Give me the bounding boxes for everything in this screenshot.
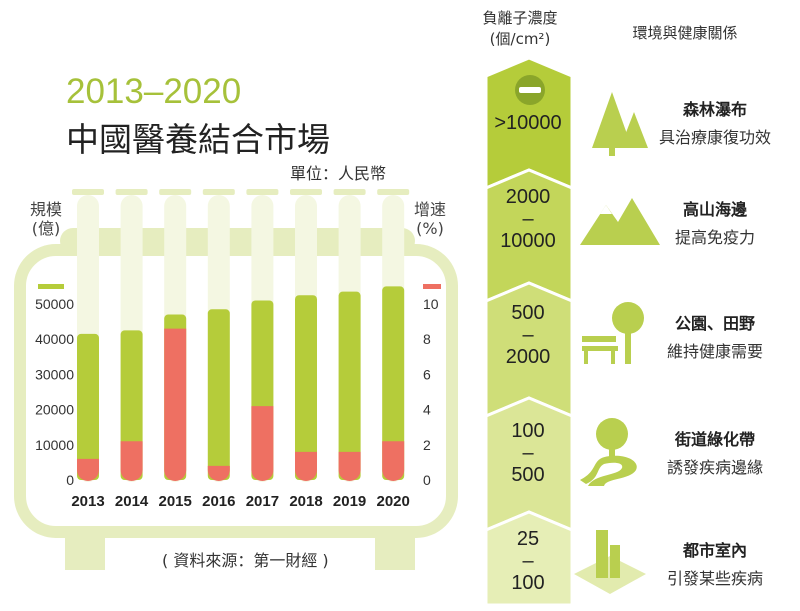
title-years: 2013–2020 — [66, 72, 242, 111]
right-tick-label: 6 — [423, 366, 431, 382]
tube-rim — [333, 189, 366, 195]
level-range: 25 – 100 — [488, 528, 568, 594]
left-tick-label: 0 — [66, 472, 74, 488]
year-label: 2018 — [289, 493, 322, 510]
mountain-icon — [580, 198, 660, 245]
buildings-icon — [574, 530, 646, 594]
unit-note: 單位：人民幣 — [290, 164, 387, 183]
tube-rim — [246, 189, 279, 195]
left-tick-label: 40000 — [35, 331, 74, 347]
right-axis-ticks: 10 8 6 4 2 0 — [423, 296, 439, 488]
right-axis-label: 增速 (%) — [414, 200, 446, 238]
growth-bar — [295, 451, 317, 481]
left-tick-label: 10000 — [35, 437, 74, 453]
right-tick-label: 4 — [423, 402, 431, 418]
year-label: 2014 — [115, 493, 149, 510]
tube-rim — [290, 189, 322, 195]
chart-bars — [77, 195, 405, 482]
level-range-top: 25 — [516, 528, 540, 550]
year-label: 2015 — [159, 493, 192, 510]
level-range: 500 – 2000 — [488, 302, 568, 368]
env-title: 街道綠化帶 — [674, 430, 755, 449]
env-title: 森林瀑布 — [682, 100, 747, 119]
negative-ion-icon — [515, 75, 545, 105]
right-axis-label-text: 增速 (%) — [414, 200, 447, 238]
level-range-bottom: 10000 — [500, 230, 556, 252]
level-range: 2000 – 10000 — [488, 186, 568, 252]
scale-bar — [382, 286, 405, 480]
right-tick-label: 2 — [423, 437, 431, 453]
range-dash: – — [522, 550, 534, 572]
level-range-top: 2000 — [505, 186, 551, 208]
growth-bar — [120, 441, 143, 481]
level-range-top: 500 — [511, 302, 545, 324]
left-tick-label: 50000 — [35, 296, 74, 312]
range-dash: – — [522, 324, 534, 346]
x-axis-labels: 2013 2014 2015 2016 2017 2018 2019 2020 — [71, 493, 410, 510]
ion-header: 負離子濃度 (個/cm²) — [460, 8, 580, 50]
left-axis-label: 規模 (億) — [30, 200, 62, 238]
tube-rim — [377, 189, 410, 195]
scale-bar — [77, 333, 99, 480]
right-tick-label: 0 — [423, 472, 431, 488]
ion-header-unit: (個/cm²) — [489, 30, 551, 48]
forest-icon — [592, 92, 648, 156]
ion-arrow-segment — [484, 510, 574, 607]
env-effect: 誘發疾病邊緣 — [666, 458, 763, 477]
ion-header-title: 負離子濃度 — [482, 9, 558, 27]
env-effect: 維持健康需要 — [666, 342, 763, 361]
year-label: 2017 — [246, 493, 279, 510]
level-range-top: >10000 — [494, 112, 562, 134]
level-range-bottom: 100 — [511, 572, 545, 594]
env-effect: 引發某些疾病 — [666, 569, 763, 588]
tube-rim — [72, 189, 104, 195]
level-range-top: 100 — [511, 420, 545, 442]
range-dash: – — [522, 442, 534, 464]
year-label: 2016 — [202, 493, 235, 510]
env-effect: 提高免疫力 — [674, 228, 755, 247]
left-axis-label-text: 規模 (億) — [30, 200, 63, 238]
tube-rims — [72, 189, 410, 195]
growth-bar — [207, 465, 230, 482]
growth-bar — [338, 451, 361, 481]
park-bench-icon — [582, 302, 644, 364]
year-label: 2020 — [377, 493, 410, 510]
year-label: 2013 — [71, 493, 104, 510]
left-tick-label: 20000 — [35, 402, 74, 418]
env-title: 都市室內 — [682, 541, 747, 560]
tube-rim — [159, 189, 192, 195]
source-note: ( 資料來源：第一財經 ) — [162, 551, 329, 570]
scale-bar — [295, 295, 317, 480]
level-range-bottom: 2000 — [505, 346, 551, 368]
env-title: 高山海邊 — [682, 200, 747, 219]
range-dash: – — [522, 208, 534, 230]
page-title: 中國醫養結合市場 — [66, 120, 330, 159]
left-axis-marker — [38, 284, 64, 289]
env-header: 環境與健康關係 — [632, 24, 738, 42]
scale-bar — [338, 291, 361, 480]
ion-concentration-arrow — [484, 56, 574, 607]
level-range-bottom: 500 — [511, 464, 545, 486]
tube-rim — [115, 189, 148, 195]
env-effect: 具治療康復功效 — [658, 128, 771, 147]
year-label: 2019 — [333, 493, 366, 510]
tree-road-icon — [580, 418, 637, 486]
growth-bar — [164, 328, 187, 482]
level-range: >10000 — [488, 112, 568, 134]
left-axis-ticks: 50000 40000 30000 20000 10000 0 — [35, 296, 74, 488]
level-range: 100 – 500 — [488, 420, 568, 486]
growth-bar — [382, 441, 405, 482]
environment-icons — [574, 92, 660, 594]
growth-bar — [251, 406, 274, 482]
growth-bar — [77, 458, 99, 481]
right-axis-marker — [423, 284, 441, 289]
left-tick-label: 30000 — [35, 366, 74, 382]
right-tick-label: 8 — [423, 331, 431, 347]
rack-frame — [14, 228, 458, 570]
right-tick-label: 10 — [423, 296, 439, 312]
env-title: 公園、田野 — [674, 314, 755, 333]
tube-rim — [202, 189, 235, 195]
scale-bar — [207, 309, 230, 480]
